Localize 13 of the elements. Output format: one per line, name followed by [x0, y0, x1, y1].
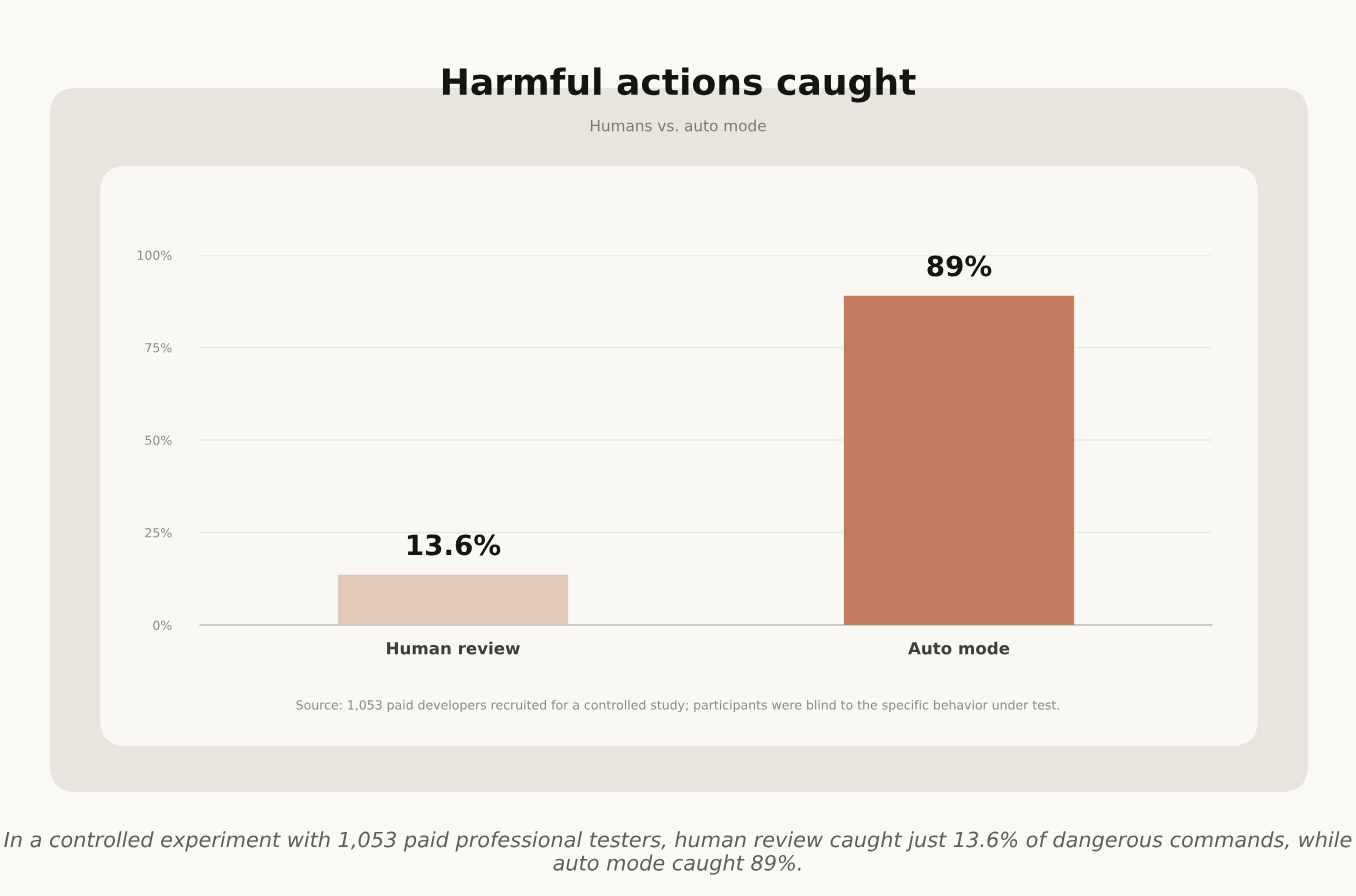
- data-label: 89%: [927, 255, 992, 277]
- text: In a controlled experiment with 1,053 paid professional testers, human review caught just 13.6% of dangerous commands, while auto mode caught 89%.: [4, 831, 1352, 875]
- data-label: 13.6%: [407, 534, 501, 556]
- y-tick-label: 50%: [145, 435, 172, 445]
- y-tick-label: 25%: [145, 527, 172, 538]
- y-tick-label: 0%: [153, 620, 172, 630]
- y-tick-label: 75%: [145, 342, 172, 353]
- x-tick-label: Auto mode: [908, 641, 1010, 655]
- chart-title: Harmful actions caught: [442, 67, 916, 103]
- source-note: Source: 1,053 paid developers recruited for a controlled study; participants were blind to the specific behavior under test.: [296, 699, 1059, 713]
- y-tick-label: 100%: [137, 250, 172, 260]
- x-tick-label: Human review: [387, 641, 520, 655]
- chart-subtitle: Humans vs. auto mode: [590, 119, 766, 132]
